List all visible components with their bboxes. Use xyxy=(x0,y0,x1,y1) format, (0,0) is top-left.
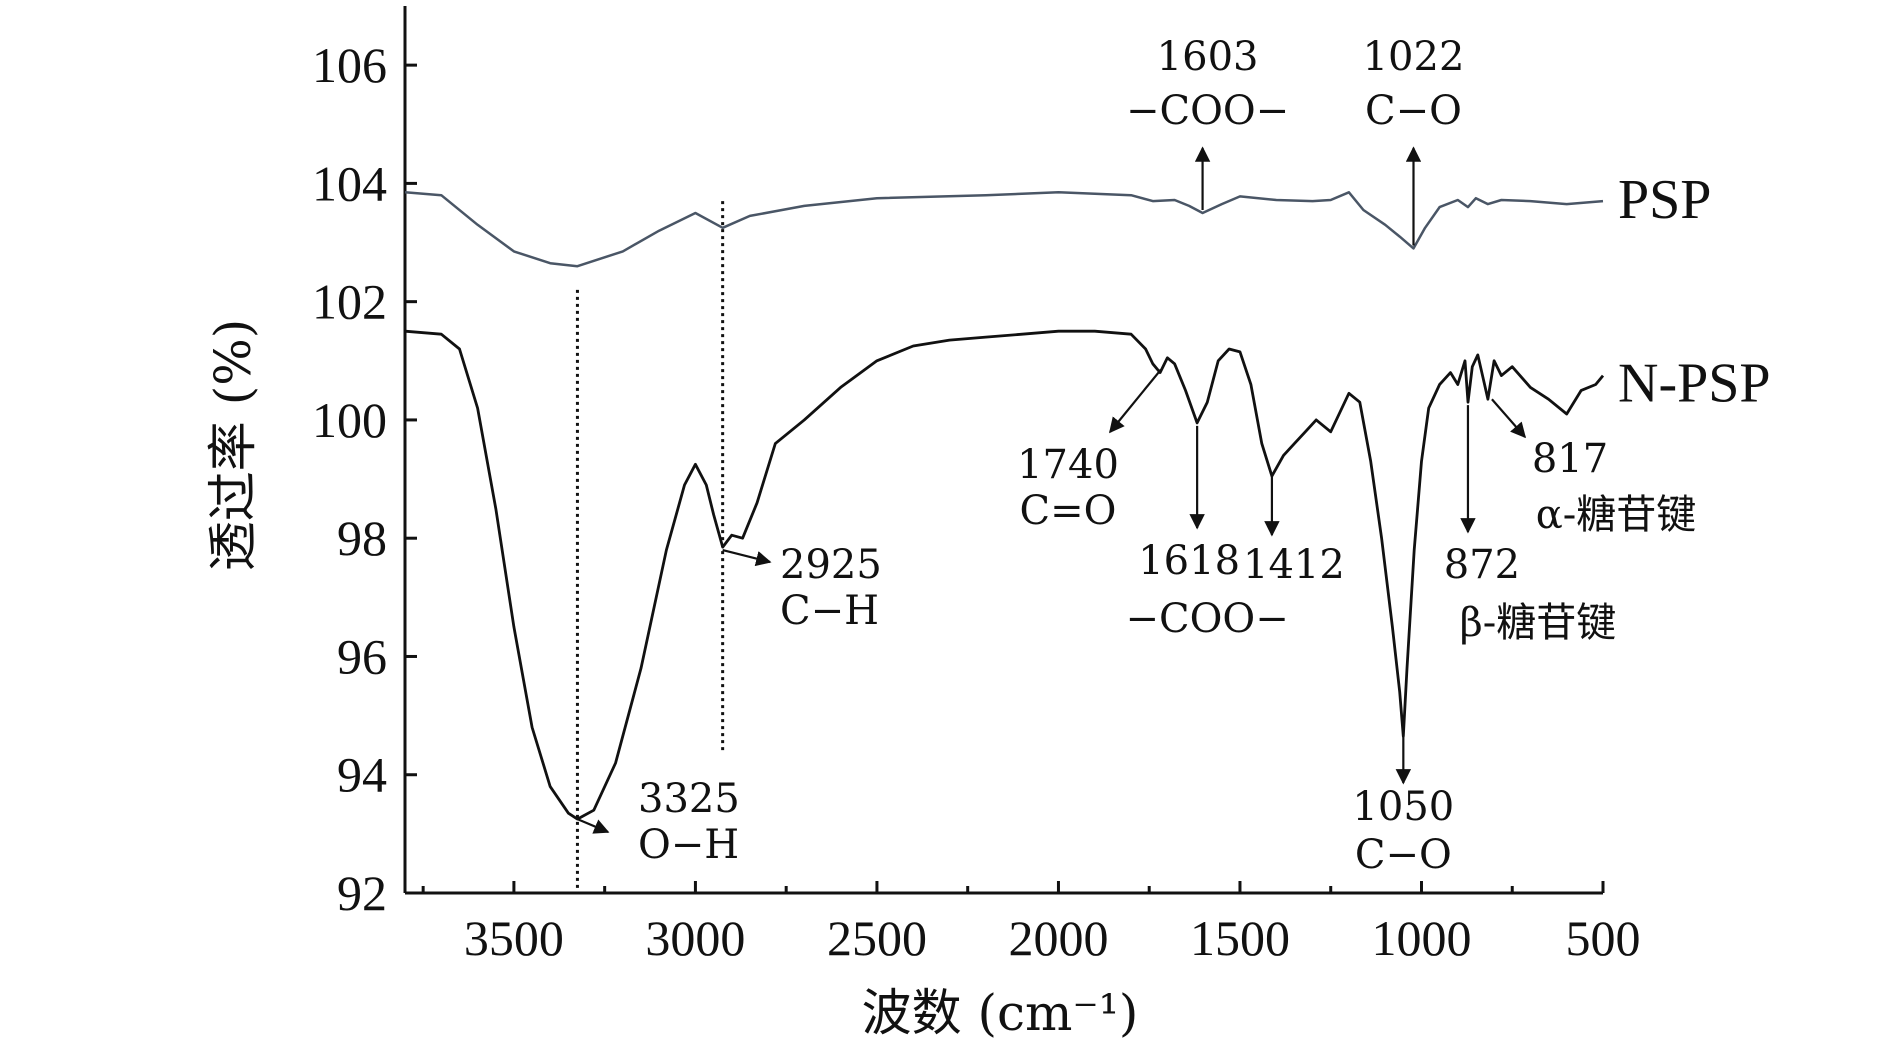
x-axis-title: 波数 (cm⁻¹) xyxy=(862,984,1139,1042)
annotation-arrow xyxy=(577,818,610,834)
annotation-arrow xyxy=(1109,368,1162,434)
x-tick-label: 500 xyxy=(1566,910,1641,966)
annotation-label: 1740 xyxy=(1017,442,1119,488)
annotation-label: 3325 xyxy=(638,776,740,822)
y-tick-label: 94 xyxy=(337,747,387,803)
y-tick-label: 92 xyxy=(337,865,387,921)
y-axis-title: 透过率 (%) xyxy=(204,319,262,571)
series-label-n-psp: N-PSP xyxy=(1618,352,1771,414)
annotation-label: 872 xyxy=(1444,542,1520,588)
annotation-arrow xyxy=(1491,398,1527,439)
y-tick-label: 98 xyxy=(337,510,387,566)
annotation-label: C−O xyxy=(1355,832,1452,878)
annotation-label: 817 xyxy=(1532,436,1608,482)
annotation-label: −COO− xyxy=(1126,596,1289,642)
annotation-label: α-糖苷键 xyxy=(1536,492,1697,538)
series-label-psp: PSP xyxy=(1618,169,1711,231)
annotation-label: β-糖苷键 xyxy=(1460,600,1617,646)
y-tick-label: 102 xyxy=(312,274,387,330)
series-labels: PSP N-PSP xyxy=(1618,169,1771,414)
annotation-label: 1412 xyxy=(1243,542,1345,588)
x-tick-label: 2000 xyxy=(1008,910,1108,966)
annotation-label: C−H xyxy=(780,588,879,634)
annotation-label: 2925 xyxy=(780,542,882,588)
x-tick-label: 2500 xyxy=(827,910,927,966)
annotation-label: 1603 xyxy=(1157,34,1259,80)
y-tick-label: 104 xyxy=(312,155,387,211)
annotation-arrow xyxy=(722,548,772,567)
annotation-label: 1618 xyxy=(1138,538,1240,584)
axes: 92 94 96 98 100 102 104 106 3500 3000 2500 2000 1500… xyxy=(312,6,1641,966)
x-tick-label: 3000 xyxy=(645,910,745,966)
y-tick-label: 96 xyxy=(337,628,387,684)
annotation-label: 1050 xyxy=(1352,784,1454,830)
y-tick-label: 106 xyxy=(312,37,387,93)
x-tick-label: 1000 xyxy=(1371,910,1471,966)
x-tick-label: 1500 xyxy=(1190,910,1290,966)
annotation-label: −COO− xyxy=(1126,88,1289,134)
series-line-psp xyxy=(404,191,1604,268)
x-tick-label: 3500 xyxy=(464,910,564,966)
annotation-label: C−O xyxy=(1365,88,1462,134)
annotation-label: C=O xyxy=(1020,488,1117,534)
annotation-label: O−H xyxy=(638,822,739,868)
reference-lines xyxy=(575,201,725,893)
annotation-label: 1022 xyxy=(1363,34,1465,80)
series-group xyxy=(404,191,1605,821)
y-tick-label: 100 xyxy=(312,392,387,448)
series-line-n-psp xyxy=(404,329,1605,821)
